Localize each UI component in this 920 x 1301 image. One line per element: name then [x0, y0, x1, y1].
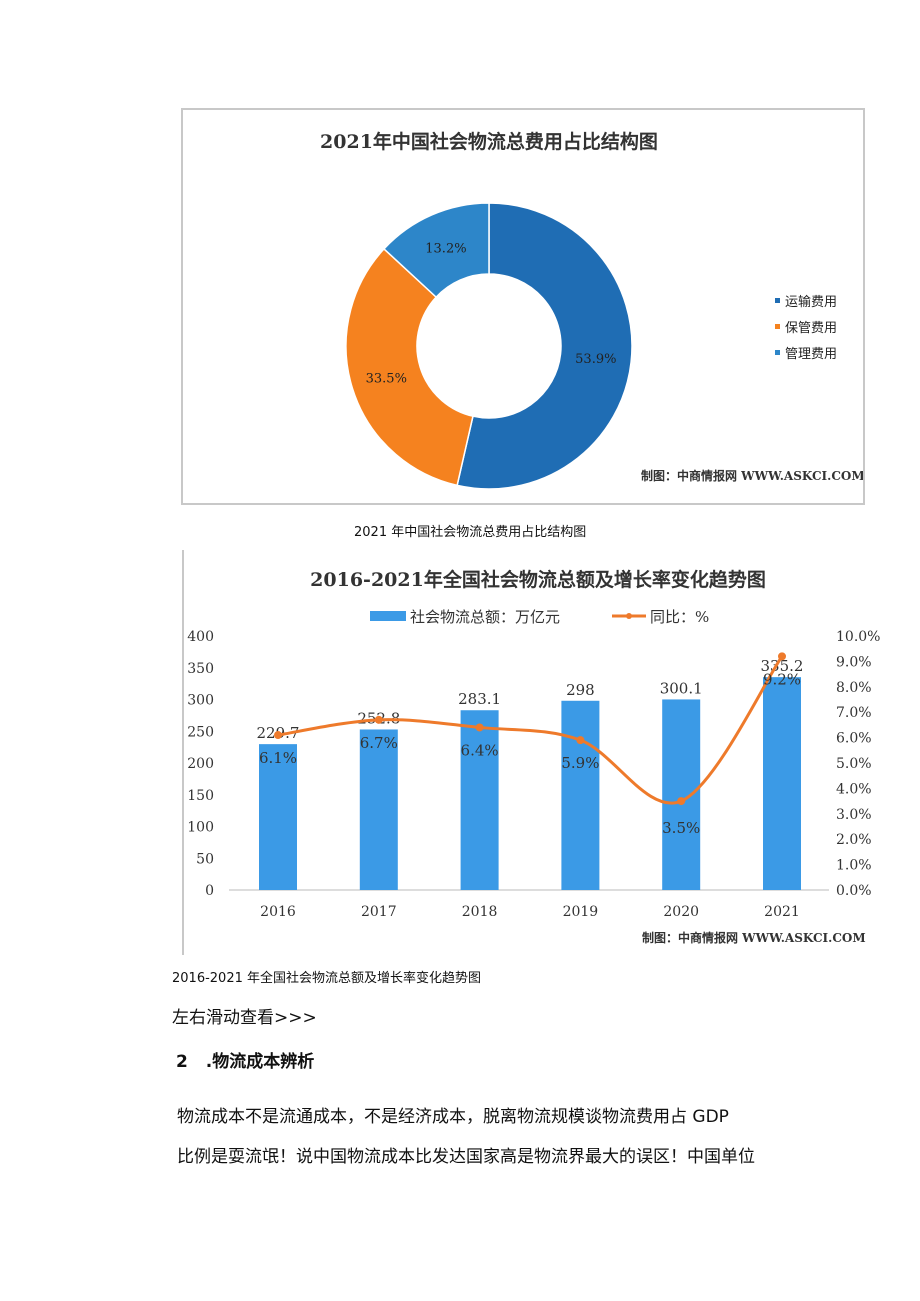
y2-tick-label: 0.0%	[836, 883, 872, 899]
line-point	[374, 715, 383, 724]
slice-label: 33.5%	[366, 372, 407, 387]
y-tick-label: 200	[187, 756, 214, 772]
donut-slice	[382, 202, 490, 299]
legend-marker	[775, 298, 780, 303]
section-number: 2	[176, 1052, 188, 1072]
bar-value-label: 283.1	[458, 690, 501, 708]
line-value-label: 3.5%	[662, 819, 700, 837]
line-point	[475, 723, 484, 732]
bar-value-label: 335.2	[761, 657, 804, 675]
bar	[460, 710, 499, 890]
line-point	[677, 797, 686, 806]
x-tick-label: 2021	[764, 904, 800, 920]
y2-tick-label: 7.0%	[836, 705, 872, 721]
x-tick-label: 2019	[563, 904, 599, 920]
y2-tick-label: 6.0%	[836, 731, 872, 747]
bar	[259, 744, 297, 890]
legend-marker	[775, 350, 780, 355]
y2-tick-label: 9.0%	[836, 654, 872, 670]
x-tick-label: 2016	[260, 904, 296, 920]
swipe-hint: 左右滑动查看>>>	[172, 1008, 317, 1028]
paragraph-line: 物流成本不是流通成本，不是经济成本，脱离物流规模谈物流费用占 GDP	[177, 1107, 729, 1127]
x-tick-label: 2017	[361, 904, 397, 920]
legend-bar-marker	[370, 611, 406, 621]
chart-title: 2021年中国社会物流总费用占比结构图	[320, 130, 658, 153]
x-tick-label: 2018	[462, 904, 498, 920]
line-value-label: 6.1%	[259, 749, 297, 767]
y2-tick-label: 8.0%	[836, 680, 872, 696]
legend-label: 管理费用	[785, 347, 837, 362]
logistics-cost-donut-chart: 2021年中国社会物流总费用占比结构图 53.9% 33.5% 13.2% 运输费用保管…	[181, 108, 865, 505]
line-value-label: 5.9%	[561, 754, 599, 772]
y2-tick-label: 3.0%	[836, 807, 872, 823]
y-tick-label: 350	[187, 661, 214, 677]
source-note: 制图：中商情报网 WWW.ASKCI.COM	[642, 930, 866, 945]
slice-label: 53.9%	[575, 352, 616, 367]
bar	[359, 729, 398, 890]
chart-title: 2016-2021年全国社会物流总额及增长率变化趋势图	[310, 568, 766, 591]
growth-line	[277, 655, 784, 805]
legend-line-dot	[626, 613, 632, 619]
bar	[561, 700, 600, 890]
y-tick-label: 300	[187, 693, 214, 709]
line-point	[778, 652, 786, 661]
section-title: .物流成本辨析	[205, 1052, 315, 1072]
line-value-label: 6.7%	[360, 734, 398, 752]
x-tick-label: 2020	[663, 904, 699, 920]
bar-value-label: 298	[566, 681, 595, 699]
y2-tick-label: 5.0%	[836, 756, 872, 772]
y2-tick-label: 10.0%	[836, 629, 880, 645]
donut-chart-caption: 2021 年中国社会物流总费用占比结构图	[354, 525, 587, 540]
y-tick-label: 0	[205, 883, 214, 899]
bar	[763, 677, 801, 890]
donut-slice	[345, 247, 474, 487]
y-tick-label: 50	[196, 851, 214, 867]
logistics-total-bar-line-chart: 2016-2021年全国社会物流总额及增长率变化趋势图社会物流总额：万亿元 同比：…	[182, 550, 890, 955]
line-value-label: 9.2%	[763, 670, 801, 688]
legend-marker	[775, 324, 780, 329]
y-tick-label: 250	[187, 724, 214, 740]
slice-label: 13.2%	[425, 242, 466, 257]
paragraph-line: 比例是耍流氓！说中国物流成本比发达国家高是物流界最大的误区！中国单位	[177, 1147, 755, 1167]
y2-tick-label: 4.0%	[836, 781, 872, 797]
y2-tick-label: 2.0%	[836, 832, 872, 848]
legend-line-label: 同比：%	[650, 608, 709, 626]
y-tick-label: 400	[187, 629, 214, 645]
legend-label: 保管费用	[785, 321, 837, 336]
y-tick-label: 150	[187, 788, 214, 804]
y2-tick-label: 1.0%	[836, 858, 872, 874]
legend-bar-label: 社会物流总额：万亿元	[410, 608, 560, 626]
section-heading: 2 .物流成本辨析	[176, 1047, 314, 1072]
source-note: 制图：中商情报网 WWW.ASKCI.COM	[641, 468, 863, 483]
legend-label: 运输费用	[785, 294, 837, 310]
line-value-label: 6.4%	[461, 741, 499, 759]
bar	[662, 699, 701, 890]
y-tick-label: 100	[187, 820, 214, 836]
line-point	[576, 736, 585, 745]
bar-value-label: 300.1	[660, 679, 703, 697]
bar-chart-caption: 2016-2021 年全国社会物流总额及增长率变化趋势图	[172, 971, 481, 986]
line-point	[274, 731, 282, 740]
donut-chart-svg: 2021年中国社会物流总费用占比结构图 53.9% 33.5% 13.2% 运输费用保管…	[320, 130, 865, 490]
donut-slice	[456, 202, 633, 490]
